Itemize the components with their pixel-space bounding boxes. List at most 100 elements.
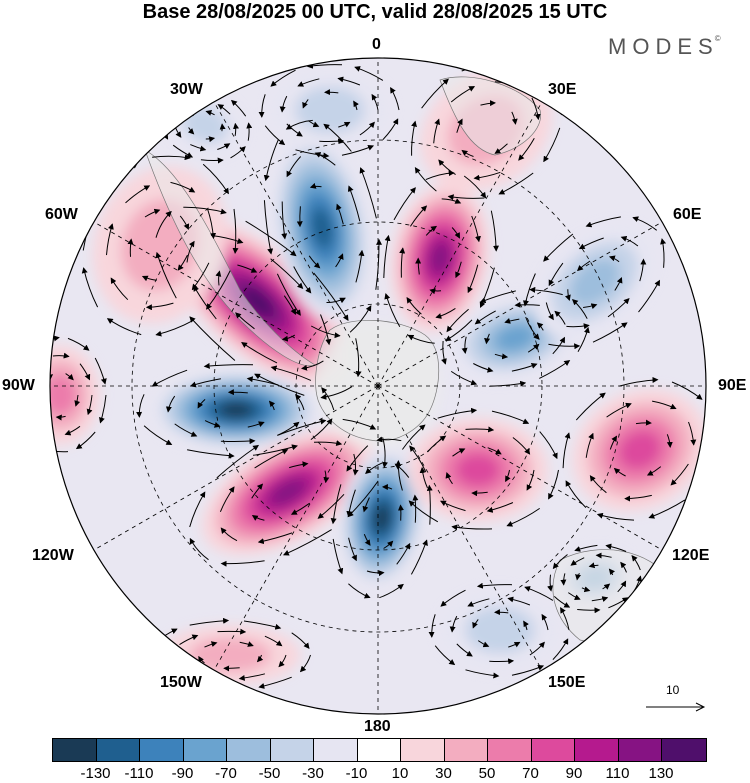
wind-arrow (578, 237, 604, 250)
wind-arrow (489, 380, 527, 387)
wind-arrow (648, 499, 686, 519)
wind-arrow (179, 215, 190, 231)
colorbar-swatch (401, 739, 445, 761)
wind-arrow (631, 555, 641, 571)
wind-arrow (202, 163, 229, 195)
wind-arrow (289, 461, 309, 469)
wind-arrow (330, 484, 342, 525)
wind-arrow (476, 582, 513, 589)
wind-arrow (21, 425, 37, 445)
colorbar-swatch (140, 739, 184, 761)
wind-arrow (613, 467, 626, 477)
wind-arrow (173, 105, 182, 117)
wind-arrow (338, 121, 351, 128)
wind-arrow (479, 267, 495, 309)
wind-arrow (144, 208, 161, 218)
wind-arrow (421, 78, 449, 109)
wind-arrow (452, 448, 466, 457)
wind-arrow (252, 444, 298, 456)
wind-arrow (215, 270, 222, 286)
wind-arrow (42, 398, 45, 408)
wind-arrow (638, 279, 660, 313)
wind-arrow (217, 628, 247, 635)
colorbar-swatch (96, 739, 140, 761)
wind-arrow (99, 394, 107, 424)
anomaly-contour (295, 86, 365, 134)
wind-arrow (152, 154, 191, 161)
colorbar-swatch (662, 739, 706, 761)
wind-arrow (588, 562, 599, 569)
wind-arrow (571, 299, 588, 319)
wind-arrow (383, 540, 394, 549)
wind-arrow (232, 208, 239, 254)
anomaly-contour (618, 430, 662, 470)
wind-arrow (441, 340, 447, 365)
wind-arrow (204, 420, 221, 428)
wind-arrow (147, 648, 155, 668)
wind-arrow (326, 297, 346, 304)
wind-arrow (507, 596, 531, 606)
wind-arrow (189, 537, 209, 561)
colorbar-tick-label: -10 (345, 765, 368, 782)
wind-arrow (632, 216, 658, 231)
wind-arrow (352, 453, 359, 476)
wind-arrow (217, 143, 231, 150)
wind-arrow (170, 181, 196, 193)
wind-arrow (263, 200, 274, 255)
wind-arrow (525, 316, 540, 340)
wind-arrow (474, 310, 496, 325)
wind-arrow (309, 182, 322, 189)
anomaly-field (50, 69, 706, 685)
wind-arrow (529, 641, 545, 656)
wind-arrow (310, 418, 333, 441)
wind-arrow (64, 425, 81, 436)
wind-arrow (290, 502, 310, 515)
colorbar-swatch (314, 739, 358, 761)
wind-arrow (346, 445, 369, 472)
wind-arrow (614, 276, 623, 291)
anomaly-contour (50, 374, 77, 416)
wind-arrow (151, 369, 188, 387)
wind-arrow (504, 317, 520, 324)
wind-arrow (547, 574, 553, 592)
colorbar-tick-label: -50 (258, 765, 281, 782)
wind-arrow (143, 425, 173, 445)
wind-arrow (552, 554, 568, 570)
wind-arrow (585, 432, 594, 458)
wind-arrow (159, 121, 169, 140)
wind-arrow (426, 484, 433, 525)
wind-arrow (335, 253, 344, 268)
wind-arrow (585, 216, 621, 228)
wind-arrow (276, 273, 301, 316)
wind-arrow (258, 94, 266, 118)
wind-arrow (523, 620, 529, 631)
wind-arrow (251, 483, 264, 499)
wind-arrow (415, 257, 422, 275)
longitude-label-150e: 150E (548, 674, 586, 691)
wind-arrow (548, 469, 559, 500)
latitude-circle (131, 139, 625, 633)
wind-arrow (605, 543, 627, 552)
wind-arrow (608, 255, 620, 263)
colorbar-tick-label: 30 (435, 765, 452, 782)
meridian-line (92, 220, 379, 387)
wind-arrow (419, 466, 428, 489)
wind-arrow (589, 475, 607, 494)
wind-arrow (155, 251, 177, 299)
wind-arrow (74, 394, 81, 407)
wind-arrow (548, 343, 581, 350)
wind-arrow (246, 376, 279, 386)
wind-arrow (407, 334, 435, 344)
wind-arrow (471, 490, 488, 497)
wind-arrow (671, 381, 703, 400)
wind-arrow (136, 394, 145, 418)
wind-arrow (363, 534, 371, 546)
wind-arrow (270, 258, 304, 290)
wind-arrow (456, 118, 463, 133)
wind-arrow (399, 247, 406, 278)
wind-arrow (320, 386, 353, 400)
longitude-label-120e: 120E (672, 547, 710, 564)
wind-arrow (186, 240, 195, 263)
wind-arrow (565, 480, 587, 508)
wind-arrow (595, 552, 612, 559)
